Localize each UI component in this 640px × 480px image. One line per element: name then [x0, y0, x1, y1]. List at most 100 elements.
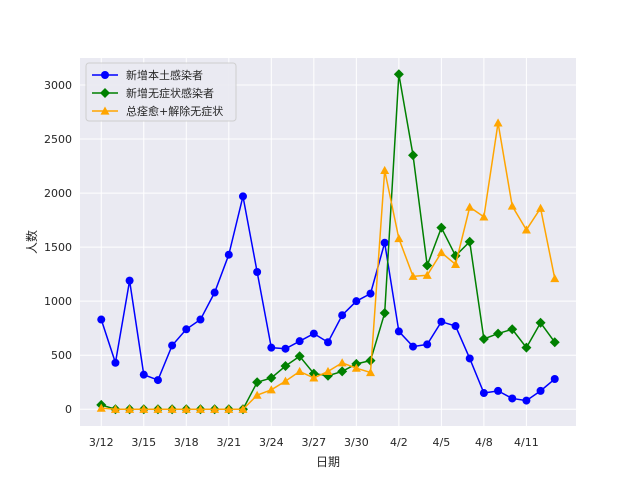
data-point	[478, 333, 489, 344]
y-tick-label: 2500	[44, 133, 72, 146]
data-point	[507, 201, 517, 210]
data-point	[351, 363, 361, 372]
legend-label: 新增无症状感染者	[126, 86, 214, 100]
data-point	[266, 385, 276, 394]
data-point	[309, 329, 318, 338]
data-point	[181, 404, 191, 413]
data-point	[535, 317, 546, 328]
y-tick-label: 3000	[44, 79, 72, 92]
data-point	[295, 337, 304, 346]
legend-marker	[100, 88, 110, 98]
x-tick-label: 3/27	[301, 436, 326, 449]
data-point	[507, 324, 518, 335]
data-point	[338, 311, 347, 320]
data-point	[125, 276, 134, 285]
data-point	[182, 325, 191, 334]
data-point	[324, 338, 332, 347]
data-point	[267, 343, 276, 352]
data-point	[437, 317, 446, 326]
data-point	[352, 297, 361, 306]
data-point	[493, 328, 504, 339]
legend-box	[85, 62, 237, 122]
series-1	[97, 192, 559, 405]
data-point	[550, 273, 560, 283]
data-point	[536, 203, 546, 212]
data-point	[522, 396, 531, 405]
data-point	[266, 372, 277, 383]
y-tick-labels: 0 500 1000 1500 2000 2500 3000	[44, 79, 72, 416]
data-point	[309, 373, 319, 382]
x-tick-labels: 3/12 3/15 3/18 3/21 3/24 3/27 3/30 4/2 4/5 4/8 4/1…	[89, 436, 539, 449]
data-point	[394, 327, 403, 336]
data-point	[479, 389, 488, 398]
x-tick-label: 4/2	[390, 436, 408, 449]
x-tick-label: 3/24	[259, 436, 284, 449]
data-point	[168, 341, 177, 350]
data-point	[139, 370, 148, 379]
data-point	[139, 404, 149, 413]
data-point	[422, 270, 432, 279]
y-tick-label: 0	[65, 403, 72, 416]
data-point	[252, 390, 262, 399]
data-point	[451, 322, 460, 331]
data-point	[323, 366, 333, 376]
data-point	[423, 340, 432, 349]
data-point	[465, 354, 474, 363]
data-point	[196, 315, 205, 324]
data-point	[536, 386, 545, 395]
data-point	[280, 361, 291, 372]
data-point	[224, 250, 233, 259]
x-axis-label: 日期	[316, 455, 340, 469]
x-tick-label: 3/15	[131, 436, 156, 449]
y-axis-label: 人数	[24, 230, 39, 254]
x-tick-label: 4/11	[514, 436, 539, 449]
data-point	[110, 404, 120, 413]
legend-marker	[100, 106, 110, 115]
data-point	[153, 404, 163, 413]
data-point	[393, 69, 404, 80]
data-point	[464, 236, 475, 247]
data-point	[493, 118, 503, 127]
data-point	[153, 376, 162, 385]
data-point	[366, 368, 376, 377]
data-point	[380, 165, 390, 174]
data-point	[408, 150, 419, 161]
data-point	[337, 366, 348, 377]
data-point	[125, 404, 135, 413]
data-point	[465, 202, 475, 211]
data-point	[409, 342, 418, 351]
y-tick-label: 1000	[44, 295, 72, 308]
data-point	[210, 288, 219, 297]
y-tick-label: 1500	[44, 241, 72, 254]
data-point	[252, 377, 263, 388]
y-tick-label: 500	[51, 349, 72, 362]
x-tick-label: 3/30	[344, 436, 369, 449]
data-point	[436, 222, 447, 233]
data-point	[380, 238, 389, 247]
legend-label: 总痊愈+解除无症状	[126, 104, 223, 118]
data-point	[521, 225, 531, 234]
data-point	[238, 404, 248, 413]
data-point	[408, 271, 418, 280]
data-point	[195, 404, 205, 413]
data-point	[365, 355, 376, 366]
data-point	[210, 404, 220, 413]
data-point	[294, 351, 305, 362]
x-tick-label: 4/5	[433, 436, 451, 449]
data-point	[379, 308, 390, 319]
data-point	[280, 376, 290, 385]
data-point	[224, 404, 234, 413]
data-point	[394, 233, 404, 243]
data-point	[508, 394, 517, 403]
series-3	[96, 118, 560, 413]
data-point	[550, 374, 559, 383]
x-tick-label: 4/8	[475, 436, 493, 449]
data-point	[111, 358, 120, 367]
data-point	[295, 366, 305, 376]
data-point	[281, 344, 290, 353]
data-point	[451, 259, 461, 269]
x-tick-label: 3/21	[216, 436, 241, 449]
y-tick-label: 2000	[44, 187, 72, 200]
